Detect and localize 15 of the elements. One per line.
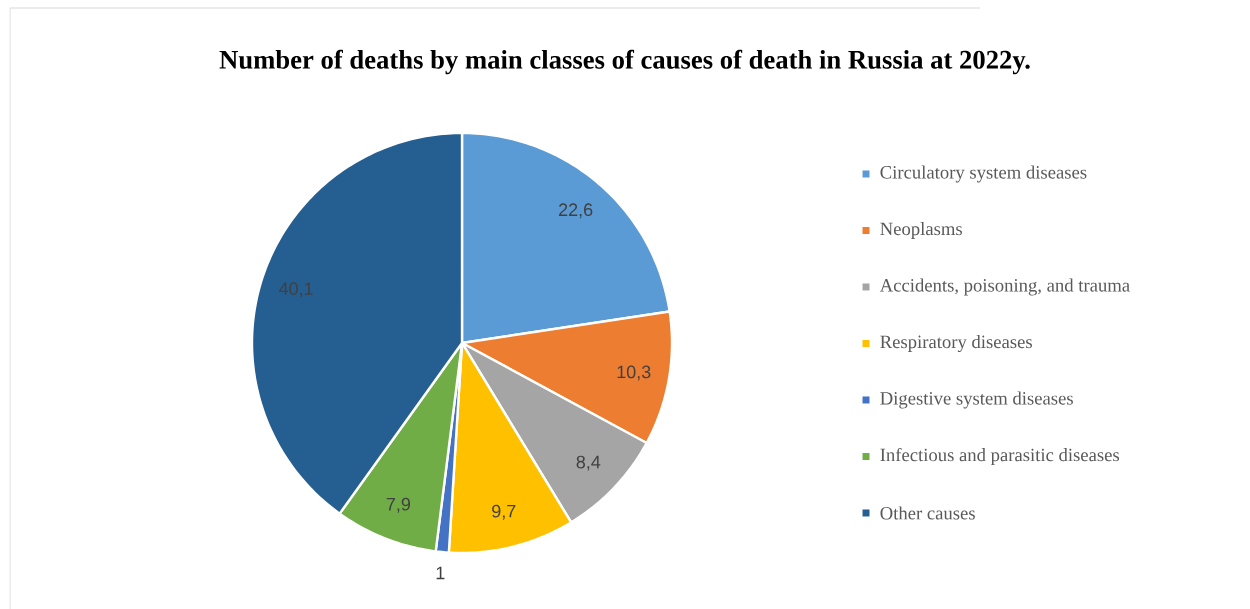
legend-label: Other causes	[880, 506, 975, 520]
data-label: 22,6	[559, 203, 593, 219]
data-label: 7,9	[386, 497, 411, 513]
legend-label: Respiratory diseases	[880, 334, 1032, 352]
data-label: 1	[436, 566, 445, 580]
data-label: 40,1	[278, 282, 313, 298]
data-label: 10,3	[617, 365, 651, 381]
legend-label: Infectious and parasitic diseases	[880, 447, 1120, 466]
data-label: 8,4	[576, 455, 601, 471]
legend-label: Neoplasms	[880, 222, 962, 239]
legend-label: Digestive system diseases	[880, 391, 1073, 409]
legend-label: Circulatory system diseases	[880, 165, 1087, 183]
legend-label: Accidents, poisoning, and trauma	[879, 278, 1130, 296]
chart-title: Number of deaths by main classes of causes of death in Russia at 2022y.	[219, 49, 1030, 75]
data-label: 9,7	[492, 504, 516, 520]
